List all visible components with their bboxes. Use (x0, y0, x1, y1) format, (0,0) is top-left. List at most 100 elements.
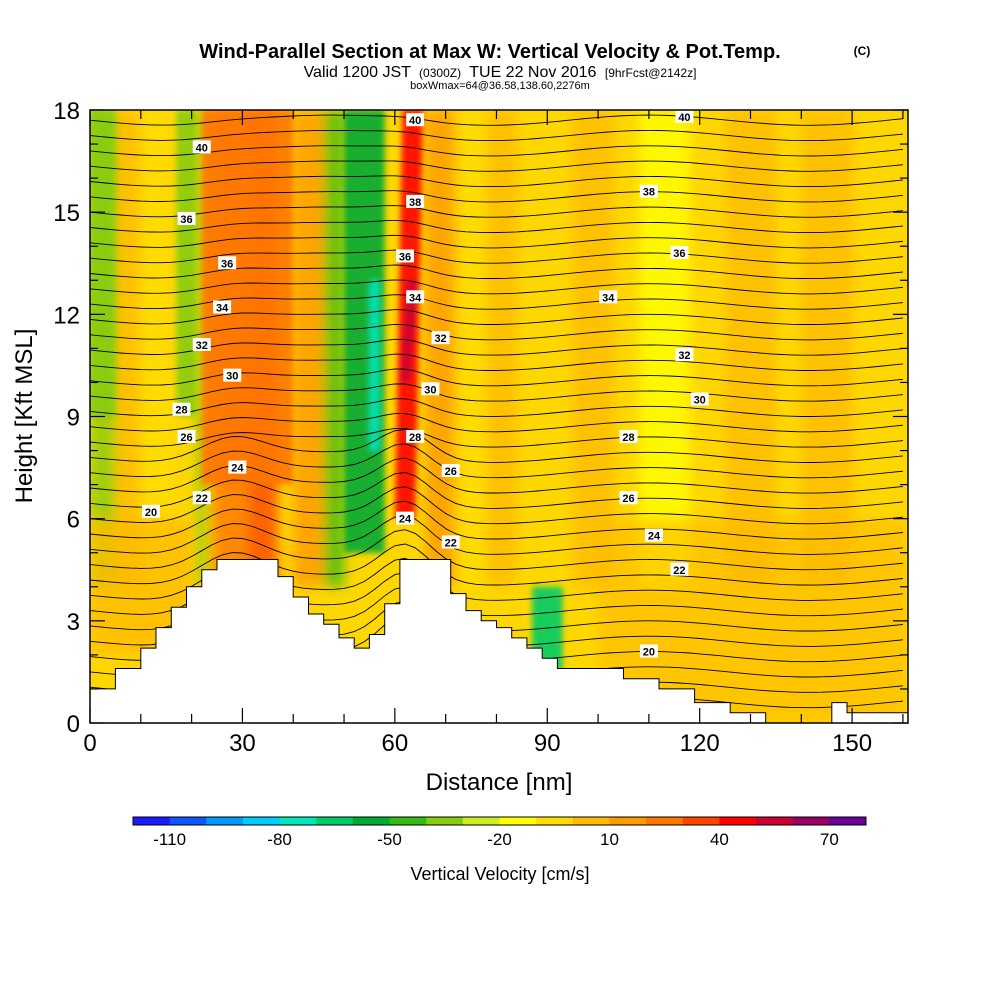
theta-label: 28 (406, 429, 425, 444)
theta-label: 24 (228, 460, 247, 475)
colorbar-tick-label: 40 (710, 830, 729, 849)
updraft-core (399, 280, 418, 383)
colorbar-frame (132, 816, 867, 826)
downdraft-core (90, 110, 116, 417)
isentrope-line (90, 500, 903, 540)
theta-label: 32 (675, 348, 694, 362)
x-tick-label: 30 (229, 730, 256, 757)
colorbar-tick-label: 10 (600, 830, 619, 849)
theta-label: 30 (421, 382, 440, 396)
isentrope-line (90, 219, 903, 234)
colorbar-tick-label: -50 (377, 830, 402, 849)
isentrope-line (90, 398, 903, 417)
theta-label: 20 (141, 504, 160, 519)
colorbar-swatch (829, 817, 867, 825)
velocity-band (323, 110, 345, 587)
chart-subtitle-box: boxWmax=64@36.58,138.60,2276m (410, 80, 590, 92)
colorbar-swatch (536, 817, 574, 825)
velocity-band (425, 110, 456, 587)
subtitle-valid: Valid 1200 JST (304, 64, 412, 81)
updraft-core (201, 110, 294, 485)
x-tick-label: 120 (680, 730, 720, 757)
theta-label-text: 34 (602, 292, 615, 304)
theta-label-text: 40 (196, 142, 208, 154)
theta-label-text: 36 (180, 214, 192, 226)
chart-subtitle: Valid 1200 JST (0300Z) TUE 22 Nov 2016 [… (304, 64, 697, 81)
theta-label-text: 28 (622, 432, 634, 444)
theta-label-text: 32 (434, 333, 446, 345)
theta-label-text: 22 (196, 493, 208, 505)
colorbar-swatch (389, 817, 427, 825)
theta-label: 40 (192, 140, 211, 154)
isentrope-line (90, 190, 903, 203)
theta-label-text: 34 (409, 292, 422, 304)
colorbar-swatch (133, 817, 171, 825)
theta-label-text: 22 (673, 565, 685, 577)
theta-label: 32 (192, 337, 211, 352)
colorbar-swatch (316, 817, 354, 825)
y-tick-label: 0 (67, 711, 80, 738)
theta-label: 22 (670, 562, 689, 577)
theta-label: 36 (670, 246, 689, 260)
colorbar-swatch (682, 817, 720, 825)
theta-label-text: 24 (399, 514, 412, 526)
theta-label: 30 (690, 392, 709, 406)
isentrope-line (90, 175, 903, 188)
theta-label-text: 40 (409, 115, 421, 127)
theta-label: 38 (639, 184, 658, 199)
colorbar-swatch (352, 817, 391, 825)
theta-label: 26 (619, 491, 638, 505)
theta-label-text: 34 (216, 303, 229, 315)
theta-label: 20 (639, 644, 658, 658)
theta-label-text: 26 (622, 493, 634, 505)
theta-label: 36 (218, 256, 237, 270)
y-tick-label: 18 (53, 98, 80, 125)
colorbar-swatch (426, 817, 464, 825)
isentrope-line (90, 114, 903, 126)
theta-label: 38 (406, 194, 425, 209)
isentrope-line (90, 249, 903, 264)
colorbar-swatch (206, 817, 244, 825)
subtitle-date: TUE 22 Nov 2016 (469, 64, 596, 81)
theta-label-text: 24 (648, 531, 661, 543)
isentrope-line (90, 160, 903, 172)
colorbar-swatch (792, 817, 830, 825)
isentrope-line (90, 427, 903, 448)
chart-title: Wind-Parallel Section at Max W: Vertical… (199, 41, 780, 63)
colorbar-tick-label: -110 (153, 830, 186, 849)
theta-label: 22 (192, 491, 211, 505)
isentrope-line (90, 514, 903, 555)
terrain-mask (90, 559, 908, 723)
isentrope-line (90, 279, 903, 295)
isentrope-line (90, 294, 903, 310)
colorbar-swatch (719, 817, 757, 825)
theta-label: 40 (675, 110, 694, 124)
isentrope-line (90, 543, 903, 586)
theta-label: 36 (396, 249, 415, 263)
theta-label: 34 (213, 300, 232, 315)
downdraft-core (176, 110, 197, 417)
colorbar-swatch (572, 817, 610, 825)
colorbar-swatch (499, 817, 537, 825)
theta-label-text: 28 (409, 432, 421, 444)
y-tick-label: 9 (67, 405, 80, 432)
theta-label-text: 30 (226, 371, 238, 383)
theta-label-text: 20 (145, 507, 157, 519)
theta-label: 32 (431, 331, 450, 345)
isentrope-line (90, 234, 903, 249)
isentrope-line (90, 264, 903, 280)
chart-title-unit: (C) (854, 44, 871, 58)
theta-label-text: 28 (175, 405, 187, 417)
theta-label: 26 (177, 429, 196, 444)
isentrope-line (90, 353, 903, 371)
velocity-band (455, 110, 487, 587)
x-axis-label: Distance [nm] (426, 769, 573, 796)
theta-label: 24 (396, 511, 415, 526)
colorbar-swatch (242, 817, 281, 825)
theta-label: 34 (406, 290, 425, 304)
x-tick-label: 60 (381, 730, 408, 757)
colorbar-swatch (279, 817, 317, 825)
theta-label-text: 40 (678, 112, 690, 124)
y-tick-label: 6 (67, 507, 80, 534)
